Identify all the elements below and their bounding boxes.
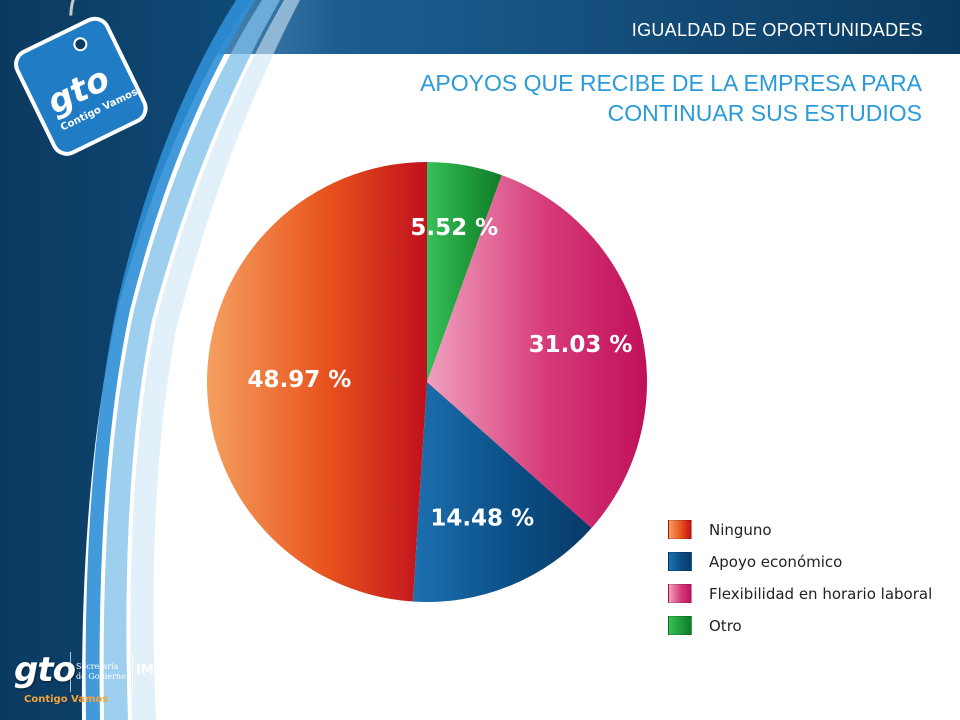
footer-imug-logo: IMUG [136,663,175,678]
legend-swatch-flexibilidad-en-horario-laboral [668,584,692,603]
chart-legend: Ninguno Apoyo económico Flexibilidad en ho… [668,519,932,647]
pie-slice-ninguno [207,162,427,602]
slide-title-line1: APOYOS QUE RECIBE DE LA EMPRESA PARA [420,70,922,96]
slice-value-label-flexibilidad-en-horario-laboral: 31.03 % [529,332,633,358]
legend-label-ninguno: Ninguno [709,520,772,539]
gto-tag-logo: gto Contigo Vamos [14,0,148,156]
footer-secretaria-line2: de Gobierno [76,672,126,681]
pie-slice-apoyo-economico [412,382,592,602]
slice-value-label-otro: 5.52 % [410,215,498,241]
slide-title: APOYOS QUE RECIBE DE LA EMPRESA PARA CON… [302,68,922,128]
section-label: IGUALDAD DE OPORTUNIDADES [631,20,923,40]
legend-label-flexibilidad-en-horario-laboral: Flexibilidad en horario laboral [709,584,933,603]
pie-slice-otro [427,162,502,382]
left-swoosh-2 [103,0,280,720]
footer-divider [70,652,71,692]
footer-gto-logo: gto [14,650,76,690]
pie-slice-flexibilidad-en-horario-laboral [427,175,647,529]
footer-brand: gto Secretaría de Gobierno IMUG Contigo … [14,648,184,712]
legend-item-otro: Otro [668,615,932,636]
left-panel [0,0,250,720]
legend-swatch-otro [668,616,692,635]
footer-tagline: Contigo Vamos [24,694,109,705]
legend-item-apoyo-economico: Apoyo económico [668,551,932,572]
legend-label-apoyo-economico: Apoyo económico [709,552,843,571]
legend-swatch-ninguno [668,520,692,539]
legend-item-flexibilidad-en-horario-laboral: Flexibilidad en horario laboral [668,583,932,604]
slice-value-label-apoyo-economico: 14.48 % [430,505,534,531]
left-swoosh-1 [85,0,255,720]
legend-label-otro: Otro [709,616,742,635]
slice-value-label-ninguno: 48.97 % [248,367,352,393]
footer-secretaria: Secretaría de Gobierno [76,662,126,682]
slide-title-line2: CONTINUAR SUS ESTUDIOS [607,100,922,126]
legend-swatch-apoyo-economico [668,552,692,571]
left-swoosh-3 [130,0,300,720]
footer-secretaria-line1: Secretaría [76,662,119,671]
legend-item-ninguno: Ninguno [668,519,932,540]
footer-divider-2 [132,652,133,692]
